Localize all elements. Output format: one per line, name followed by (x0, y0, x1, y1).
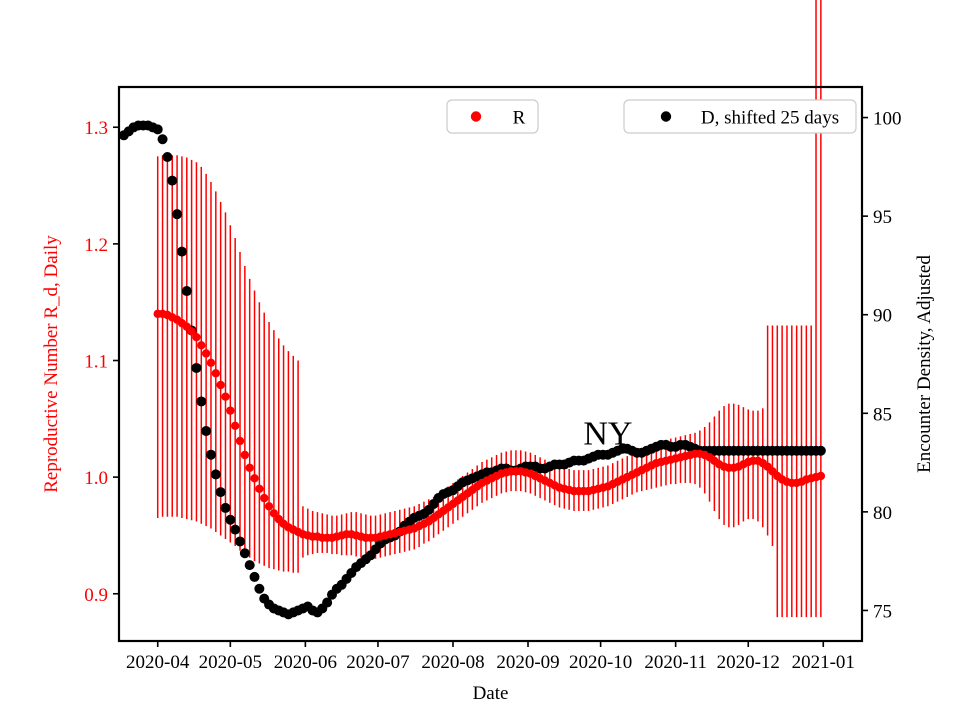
y-right-tick-label: 90 (873, 306, 892, 327)
data-point-R (816, 471, 826, 481)
data-point-D (181, 286, 192, 297)
y-axis-right-title: Encounter Density, Adjusted (914, 255, 935, 473)
data-point-R (240, 450, 250, 460)
data-point-D (176, 246, 187, 257)
x-axis: 2020-04 2020-05 2020-06 2020-07 2020-08 2020-… (126, 641, 855, 673)
chart-annotation-ny: NY (583, 416, 632, 453)
legend-label-2: D, shifted 25 days (701, 108, 839, 129)
x-tick-label: 2020-06 (274, 652, 337, 673)
data-point-R (230, 421, 240, 431)
x-tick-label: 2020-05 (199, 652, 262, 673)
x-tick-label: 2021-01 (792, 652, 855, 673)
data-point-D (162, 151, 173, 162)
y-left-tick-label: 1.2 (84, 235, 108, 256)
errorbars-R (156, 0, 822, 618)
data-point-D (191, 362, 202, 373)
x-tick-label: 2020-07 (346, 652, 409, 673)
data-point-D (172, 209, 183, 220)
data-point-R (192, 332, 201, 342)
data-point-R (211, 369, 221, 378)
data-point-D (254, 583, 265, 594)
x-axis-title: Date (473, 683, 509, 704)
x-tick-label: 2020-08 (421, 652, 484, 673)
legend-box-1[interactable] (446, 99, 539, 134)
legend-marker-D (660, 111, 672, 122)
data-point-D (230, 524, 241, 535)
y-right-tick-label: 100 (873, 109, 902, 130)
y-right-tick-label: 95 (873, 207, 892, 228)
y-left-tick-label: 1.3 (84, 118, 108, 139)
plot-frame (117, 85, 864, 643)
data-point-D (249, 571, 260, 582)
y-right-tick-label: 75 (873, 601, 892, 622)
data-point-R (260, 493, 269, 503)
data-point-R (250, 474, 259, 483)
data-point-R (235, 436, 245, 446)
x-tick-label: 2020-12 (717, 652, 780, 673)
data-point-D (225, 514, 236, 525)
x-tick-label: 2020-10 (569, 652, 632, 673)
legend-box-2[interactable] (623, 99, 857, 134)
data-point-R (264, 502, 274, 511)
data-point-D (239, 548, 250, 559)
y-left-tick-label: 1.1 (84, 352, 108, 373)
data-point-R (206, 358, 216, 368)
y-right-tick-label: 80 (873, 503, 892, 524)
data-point-R (255, 484, 264, 493)
data-point-R (221, 392, 230, 401)
data-point-D (210, 469, 221, 480)
data-point-R (226, 406, 235, 415)
data-point-R (216, 380, 225, 390)
data-point-R (201, 349, 211, 358)
data-point-R (187, 327, 196, 336)
data-point-D (201, 426, 212, 437)
data-point-R (197, 341, 206, 350)
y-axis-left-title: Reproductive Number R_d, Daily (41, 235, 62, 493)
y-left-tick-label: 1.0 (84, 468, 108, 489)
data-point-D (152, 124, 163, 135)
legend-label-1: R (513, 108, 526, 129)
y-right-tick-label: 85 (873, 404, 892, 425)
legend-marker-R (470, 111, 482, 122)
data-point-R (269, 509, 279, 518)
y-left-tick-label: 0.9 (84, 585, 108, 606)
x-tick-label: 2020-04 (126, 652, 190, 673)
data-point-D (157, 134, 168, 145)
data-point-D (205, 449, 216, 460)
y-axis-right: 100 95 90 85 80 75 (862, 109, 902, 622)
series-R-points (153, 309, 826, 542)
series-D-points (118, 120, 826, 620)
data-point-R (245, 463, 254, 472)
data-point-D (235, 536, 246, 547)
data-point-D (244, 560, 255, 571)
x-tick-label: 2020-09 (496, 652, 559, 673)
data-point-D (196, 396, 207, 407)
legend: R D, shifted 25 days (446, 99, 857, 134)
data-point-D (815, 445, 826, 456)
x-tick-label: 2020-11 (644, 652, 707, 673)
data-point-D (167, 175, 178, 186)
data-point-D (215, 487, 226, 498)
data-point-D (220, 502, 231, 513)
y-axis-left: 1.3 1.2 1.1 1.0 0.9 (84, 118, 119, 606)
data-point-D (322, 597, 333, 608)
